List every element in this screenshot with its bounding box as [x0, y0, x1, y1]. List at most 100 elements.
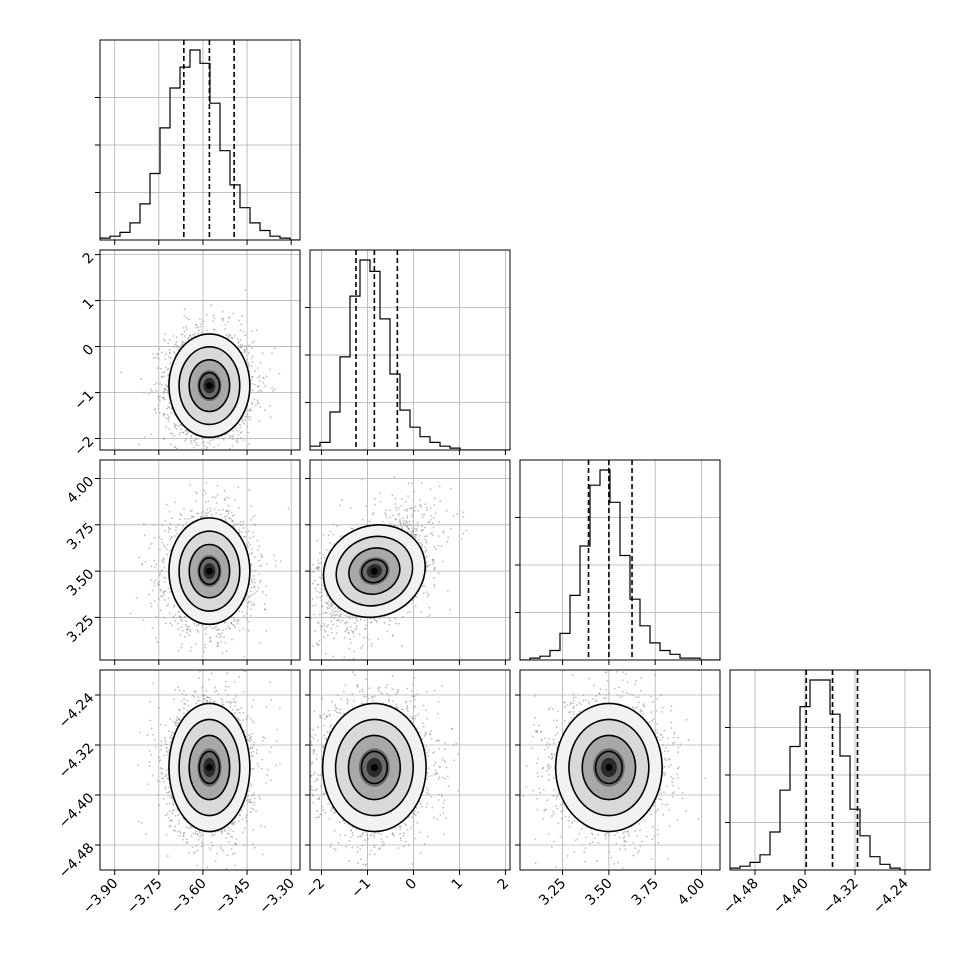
scatter-point — [220, 635, 222, 638]
scatter-point — [150, 578, 153, 581]
scatter-point — [423, 526, 426, 529]
scatter-point — [253, 585, 256, 588]
scatter-point — [210, 466, 212, 468]
scatter-point — [193, 622, 195, 625]
scatter-point — [335, 631, 338, 634]
scatter-point — [442, 532, 445, 534]
scatter-point — [343, 636, 346, 639]
scatter-point — [186, 631, 188, 634]
scatter-point — [231, 638, 233, 641]
scatter-point — [254, 592, 257, 594]
scatter-point — [231, 337, 234, 340]
scatter-point — [190, 434, 193, 437]
scatter-point — [279, 560, 282, 562]
scatter-point — [174, 620, 177, 622]
scatter-point — [180, 333, 183, 336]
scatter-point — [168, 528, 170, 531]
scatter-point — [353, 635, 355, 638]
scatter-point — [162, 414, 165, 417]
scatter-point — [160, 570, 163, 573]
scatter-point — [254, 556, 257, 558]
scatter-point — [182, 629, 184, 632]
scatter-point — [138, 556, 141, 559]
scatter-point — [420, 482, 423, 484]
scatter-point — [255, 329, 258, 332]
contour-line — [198, 557, 221, 586]
scatter-point — [247, 602, 250, 604]
scatter-point — [250, 365, 253, 368]
scatter-point — [163, 590, 165, 593]
scatter-point — [241, 610, 244, 613]
scatter-point — [175, 526, 178, 529]
scatter-point — [249, 536, 252, 539]
scatter-point — [229, 436, 232, 439]
scatter-point — [159, 548, 161, 551]
scatter-point — [155, 563, 158, 566]
scatter-point — [142, 619, 145, 622]
scatter-point — [211, 627, 213, 630]
scatter-point — [155, 382, 158, 384]
scatter-point — [247, 415, 250, 418]
scatter-point — [165, 417, 168, 420]
scatter-point — [196, 438, 199, 441]
scatter-point — [201, 437, 204, 440]
scatter-point — [263, 602, 266, 605]
scatter-point — [166, 374, 169, 377]
scatter-point — [221, 310, 224, 313]
scatter-point — [237, 433, 240, 436]
scatter-point — [155, 615, 158, 618]
scatter-point — [250, 409, 252, 412]
scatter-point — [164, 546, 166, 548]
scatter-point — [175, 336, 178, 339]
scatter-point — [209, 461, 211, 463]
scatter-point — [201, 661, 203, 663]
scatter-point — [239, 339, 242, 342]
scatter-point — [197, 332, 200, 335]
scatter-point — [222, 438, 225, 441]
scatter-point — [209, 510, 212, 512]
scatter-point — [251, 341, 254, 344]
scatter-point — [212, 314, 215, 317]
scatter-point — [215, 502, 218, 504]
scatter-point — [173, 346, 175, 348]
scatter-point — [244, 345, 247, 348]
scatter-point — [244, 598, 247, 601]
scatter-point — [256, 391, 259, 393]
scatter-point — [157, 395, 160, 398]
scatter-point — [153, 581, 156, 584]
scatter-point — [165, 548, 168, 551]
scatter-point — [160, 375, 163, 378]
scatter-point — [120, 371, 123, 374]
scatter-point — [166, 543, 169, 546]
scatter-point — [254, 581, 257, 584]
scatter-point — [153, 559, 156, 562]
scatter-point — [242, 330, 245, 333]
scatter-point — [326, 595, 329, 597]
scatter-point — [194, 323, 197, 326]
scatter-point — [227, 337, 230, 339]
scatter-point — [229, 334, 232, 337]
panel-frame — [729, 669, 931, 871]
scatter-point — [167, 597, 170, 599]
scatter-point — [247, 600, 250, 603]
scatter-point — [259, 579, 262, 582]
scatter-point — [164, 590, 167, 593]
scatter-point — [256, 399, 259, 402]
scatter-point — [247, 530, 250, 532]
scatter-point — [153, 524, 156, 526]
scatter-point — [241, 315, 244, 317]
scatter-point — [176, 344, 178, 347]
scatter-point — [248, 344, 251, 347]
scatter-point — [247, 541, 250, 544]
scatter-point — [221, 319, 224, 322]
scatter-point — [330, 627, 333, 630]
scatter-point — [138, 443, 141, 446]
scatter-point — [330, 620, 333, 622]
scatter-point — [178, 345, 181, 348]
scatter-point — [172, 605, 175, 608]
scatter-point — [244, 415, 246, 418]
scatter-point — [167, 603, 170, 606]
scatter-point — [164, 451, 166, 453]
scatter-point — [243, 351, 246, 354]
scatter-point — [152, 352, 155, 355]
